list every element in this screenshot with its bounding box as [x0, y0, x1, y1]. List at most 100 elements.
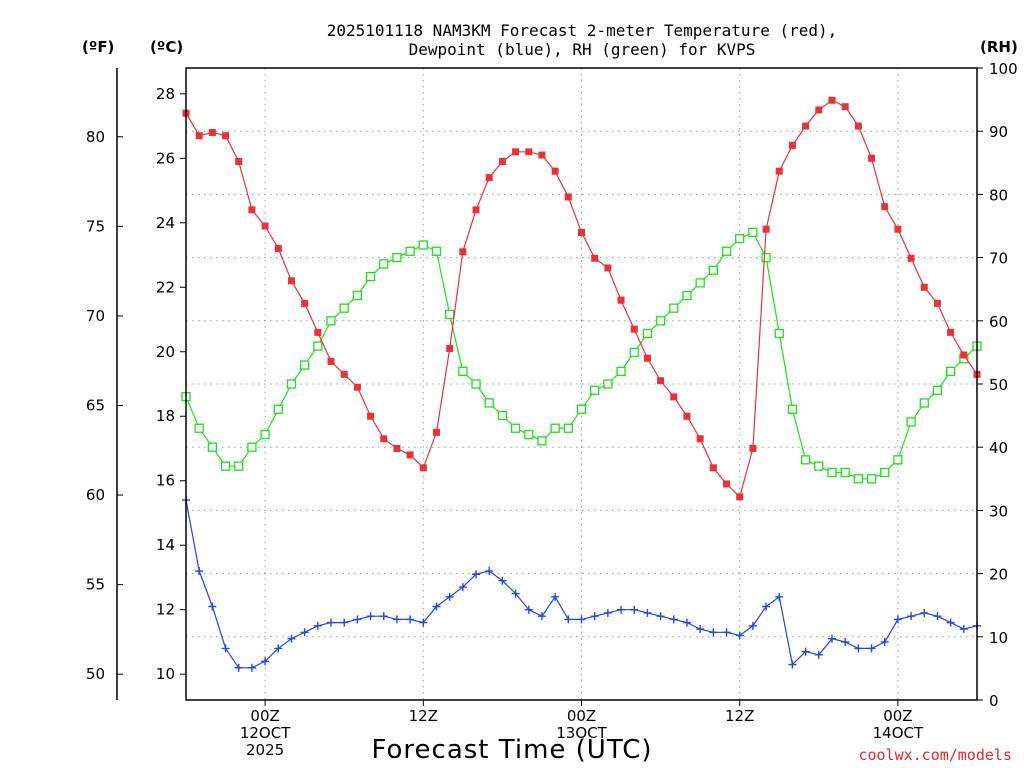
temperature-point	[472, 206, 480, 214]
rh-point	[260, 429, 270, 440]
dewpoint-point	[709, 628, 718, 637]
celsius-tick-label: 24	[156, 214, 175, 232]
dewpoint-point	[735, 631, 744, 640]
celsius-tick-label: 18	[156, 407, 175, 425]
rh-point	[405, 246, 415, 256]
rh-point	[286, 379, 297, 389]
temperature-point	[736, 493, 744, 501]
temperature-point	[854, 122, 862, 130]
dewpoint-point	[841, 637, 850, 646]
temperature-point	[248, 206, 256, 214]
rh-point	[471, 379, 481, 389]
rh-point	[339, 303, 349, 313]
chart-title-line-1: 2025101118 NAM3KM Forecast 2-meter Tempe…	[327, 21, 838, 40]
temperature-line	[185, 99, 978, 499]
dewpoint-point	[933, 612, 942, 621]
series-layer	[181, 96, 982, 672]
dewpoint-point	[234, 663, 243, 672]
rh-point	[273, 404, 283, 414]
dewpoint-point	[590, 612, 599, 621]
dewpoint-point	[617, 605, 626, 614]
dewpoint-point	[287, 634, 296, 643]
temperature-point	[881, 203, 889, 211]
temperature-point	[498, 158, 506, 166]
dewpoint-point	[195, 567, 204, 576]
celsius-tick-label: 22	[156, 278, 175, 296]
rh-unit-label: (RH)	[980, 38, 1018, 56]
temperature-point	[828, 96, 836, 104]
temperature-point	[380, 435, 388, 443]
temperature-point	[301, 299, 309, 307]
temperature-point	[367, 412, 375, 420]
fahrenheit-unit-label: (ºF)	[82, 38, 114, 56]
dewpoint-point	[379, 612, 388, 621]
dewpoint-point	[854, 644, 863, 653]
rh-point	[655, 316, 666, 326]
celsius-tick-label: 16	[156, 472, 175, 490]
temperature-point	[709, 464, 717, 472]
temperature-point	[670, 393, 678, 401]
rh-point	[893, 455, 903, 465]
temperature-point	[841, 103, 849, 111]
rh-tick-label: 70	[989, 250, 1008, 268]
x-tick-label: 00Z	[250, 707, 279, 725]
dewpoint-point	[603, 608, 612, 617]
temperature-point	[512, 148, 520, 156]
dewpoint-point	[274, 644, 283, 653]
fahrenheit-tick-label: 70	[86, 307, 105, 325]
rh-tick-label: 60	[989, 313, 1008, 331]
dewpoint-point	[458, 583, 467, 592]
temperature-point	[485, 174, 493, 182]
dewpoint-point	[485, 567, 494, 576]
chart-title-line-2: Dewpoint (blue), RH (green) for KVPS	[409, 40, 756, 59]
temperature-point	[868, 154, 876, 162]
dewpoint-point	[366, 612, 375, 621]
temperature-point	[446, 345, 454, 353]
celsius-tick-label: 28	[156, 85, 175, 103]
rh-point	[537, 436, 547, 446]
rh-point	[735, 233, 745, 244]
dewpoint-point	[300, 628, 309, 637]
x-tick-label: 00Z	[567, 707, 596, 725]
rh-point	[352, 290, 363, 301]
dewpoint-point	[577, 615, 586, 624]
temperature-point	[775, 167, 783, 175]
rh-point	[932, 385, 943, 395]
rh-point	[550, 423, 560, 433]
dewpoint-point	[893, 615, 902, 624]
rh-point	[418, 240, 428, 250]
fahrenheit-tick-label: 65	[86, 396, 105, 414]
temperature-point	[933, 299, 941, 307]
temperature-point	[406, 451, 414, 459]
dewpoint-point	[907, 612, 916, 621]
temperature-point	[604, 264, 612, 272]
rh-point	[194, 423, 204, 433]
rh-point	[642, 328, 653, 339]
temperature-point	[683, 412, 691, 420]
dewpoint-point	[920, 608, 929, 617]
dewpoint-point	[340, 618, 349, 627]
x-tick-label: 14OCT	[873, 724, 924, 742]
fahrenheit-tick-label: 55	[86, 576, 105, 594]
rh-point	[853, 474, 863, 484]
x-tick-label: 12Z	[725, 707, 754, 725]
temperature-point	[802, 122, 810, 130]
rh-point	[524, 429, 534, 440]
temperature-point	[749, 444, 757, 452]
temperature-point	[894, 225, 902, 233]
rh-point	[326, 316, 336, 326]
celsius-unit-label: (ºC)	[150, 38, 183, 56]
temperature-point	[287, 277, 295, 285]
dewpoint-point	[498, 576, 507, 585]
temperature-point	[327, 357, 335, 365]
rh-point	[827, 467, 837, 478]
dewpoint-point	[247, 663, 256, 672]
dewpoint-point	[261, 657, 270, 666]
temperature-point	[960, 351, 968, 359]
rh-point	[945, 366, 956, 377]
dewpoint-point	[880, 637, 889, 646]
celsius-tick-label: 12	[156, 601, 175, 619]
rh-tick-label: 100	[989, 60, 1018, 78]
rh-tick-label: 50	[989, 376, 1008, 394]
